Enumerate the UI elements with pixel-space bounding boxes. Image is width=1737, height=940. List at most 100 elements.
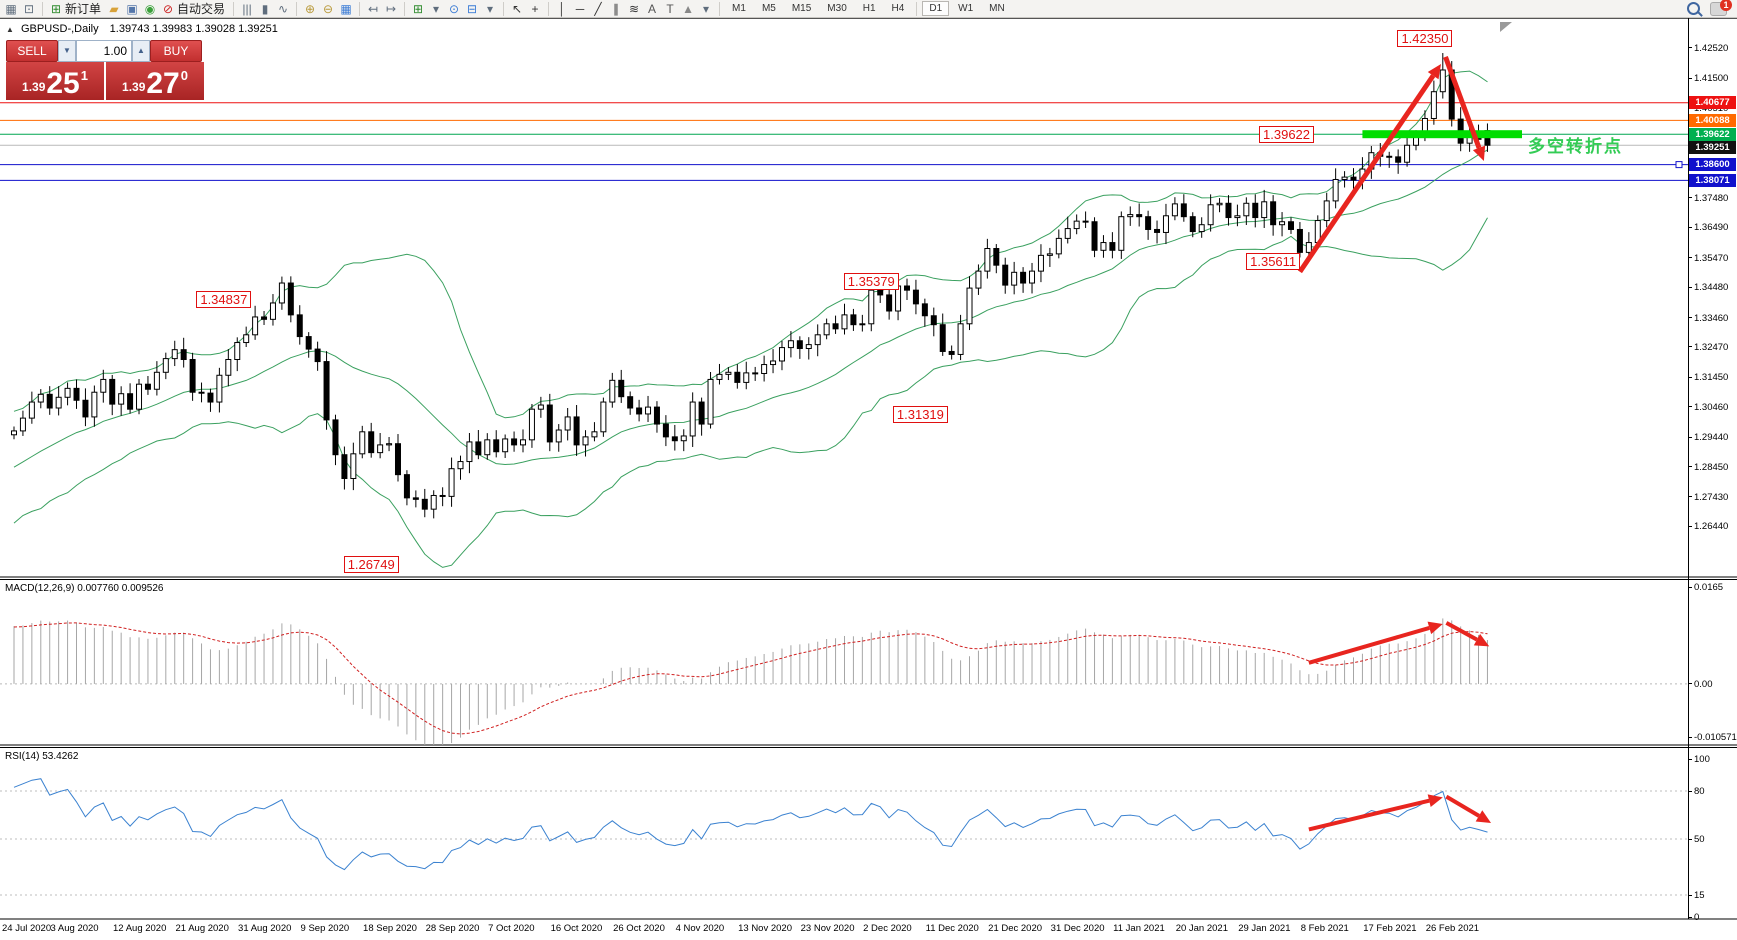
- bull-candle: [1055, 237, 1062, 255]
- sell-button[interactable]: SELL: [6, 40, 58, 62]
- bear-candle: [832, 323, 839, 330]
- bull-candle: [350, 453, 357, 480]
- price-axis-label: 1.31450: [1694, 372, 1729, 384]
- macd-axis-label: 0.0165: [1694, 582, 1724, 594]
- bull-candle: [386, 443, 393, 446]
- bull-candle: [716, 373, 723, 380]
- period-icon[interactable]: ⊙: [449, 1, 460, 16]
- bear-candle: [939, 324, 946, 352]
- trend-arrow: [1297, 74, 1436, 274]
- bar-chart-type-icon[interactable]: |||: [242, 1, 252, 16]
- price-axis-label: 1.30460: [1694, 401, 1729, 413]
- search-icon[interactable]: [1687, 2, 1700, 15]
- buy-quote[interactable]: 1.39 27 0: [106, 62, 204, 100]
- turning-point-label: 多空转折点: [1528, 137, 1623, 157]
- chart-ohlc-values: 1.39743 1.39983 1.39028 1.39251: [109, 23, 278, 35]
- chat-notification-icon[interactable]: 1: [1710, 0, 1732, 16]
- trendline-icon[interactable]: ╱: [594, 1, 602, 16]
- bull-candle: [600, 401, 607, 433]
- signals-icon[interactable]: ◉: [144, 1, 156, 16]
- line-chart-type-icon[interactable]: ∿: [278, 1, 289, 16]
- bear-candle: [1296, 228, 1303, 253]
- price-axis-tick: [1688, 466, 1692, 468]
- bull-candle: [555, 429, 562, 443]
- volume-decrease-button[interactable]: ▼: [58, 40, 76, 62]
- bull-candle: [1261, 201, 1268, 219]
- autotrading-icon[interactable]: ⊘: [162, 1, 174, 16]
- timeframe-button-m30[interactable]: M30: [827, 3, 847, 14]
- bear-candle: [207, 392, 214, 403]
- macd-label: MACD(12,26,9) 0.007760 0.009526: [5, 583, 164, 594]
- bear-candle: [904, 285, 910, 291]
- auto-scroll-icon[interactable]: ↤: [368, 1, 379, 16]
- price-level-badge: 1.40088: [1689, 113, 1736, 127]
- bull-candle: [814, 334, 821, 346]
- dropdown-caret-icon[interactable]: ▾: [703, 1, 710, 16]
- bull-candle: [457, 461, 464, 470]
- bull-candle: [1171, 203, 1178, 217]
- new-order-label[interactable]: 新订单: [65, 2, 102, 16]
- bear-candle: [627, 396, 634, 409]
- bear-candle: [127, 393, 134, 410]
- equidistant-channel-icon[interactable]: ∥: [613, 1, 620, 16]
- bull-candle: [528, 408, 535, 441]
- crosshair-icon[interactable]: +: [531, 1, 539, 16]
- text-icon[interactable]: A: [648, 1, 657, 16]
- timeframe-button-mn[interactable]: MN: [989, 3, 1005, 14]
- candlestick-type-icon[interactable]: ▮: [261, 1, 269, 16]
- zoom-in-icon[interactable]: ⊕: [305, 1, 316, 16]
- bull-candle: [823, 323, 830, 336]
- tile-windows-icon[interactable]: ▦: [340, 1, 352, 16]
- timeframe-button-m15[interactable]: M15: [791, 3, 812, 14]
- add-indicator-icon[interactable]: ⊞: [413, 1, 424, 16]
- fibonacci-icon[interactable]: ≋: [629, 1, 640, 16]
- toolbar-separator: [296, 1, 298, 16]
- cursor-icon[interactable]: ↖: [512, 1, 523, 16]
- date-axis-label: 3 Aug 2020: [50, 923, 99, 934]
- autotrading-label[interactable]: 自动交易: [177, 2, 226, 16]
- new-order-icon[interactable]: ⊞: [50, 1, 62, 16]
- chart-profile-icon[interactable]: ⊡: [23, 1, 35, 16]
- bull-candle: [1439, 69, 1446, 93]
- sell-quote[interactable]: 1.39 25 1: [6, 62, 104, 100]
- timeframe-button-h1[interactable]: H1: [862, 3, 876, 14]
- bear-candle: [618, 379, 625, 398]
- template-icon[interactable]: ⊟: [467, 1, 478, 16]
- date-axis-label: 28 Sep 2020: [425, 923, 480, 934]
- price-axis-tick: [1688, 226, 1692, 228]
- rsi-axis-tick: [1688, 790, 1692, 792]
- bear-candle: [930, 315, 937, 326]
- timeframe-button-h4[interactable]: H4: [891, 3, 905, 14]
- collapse-trade-panel-icon[interactable]: ▲: [6, 25, 14, 34]
- eraser-icon[interactable]: ▰: [109, 1, 119, 16]
- date-axis-label: 13 Nov 2020: [738, 923, 792, 934]
- bear-candle: [368, 431, 375, 454]
- bear-candle: [1154, 228, 1161, 233]
- dropdown-caret-icon[interactable]: ▾: [487, 1, 494, 16]
- arrows-tool-icon[interactable]: ▲: [682, 1, 694, 16]
- text-label-icon[interactable]: T: [666, 1, 674, 16]
- chart-list-icon[interactable]: ▦: [5, 1, 17, 16]
- volume-increase-button[interactable]: ▲: [132, 40, 150, 62]
- price-axis-label: 1.34480: [1694, 282, 1729, 294]
- bear-candle: [1091, 221, 1098, 251]
- expert-advisor-icon[interactable]: ▣: [126, 1, 138, 16]
- volume-input[interactable]: [76, 40, 132, 62]
- bull-candle: [770, 360, 777, 366]
- bull-candle: [1064, 228, 1071, 239]
- rsi-axis-label: 0: [1694, 912, 1700, 923]
- timeframe-button-m5[interactable]: M5: [761, 3, 776, 14]
- zoom-out-icon[interactable]: ⊖: [323, 1, 334, 16]
- buy-button[interactable]: BUY: [150, 40, 202, 62]
- timeframe-button-d1[interactable]: D1: [922, 1, 950, 16]
- timeframe-button-w1[interactable]: W1: [958, 3, 974, 14]
- timeframe-button-m1[interactable]: M1: [732, 3, 746, 14]
- dropdown-caret-icon[interactable]: ▾: [433, 1, 440, 16]
- bear-candle: [1189, 216, 1196, 233]
- vertical-line-icon[interactable]: │: [558, 1, 566, 16]
- horizontal-line-icon[interactable]: ─: [575, 1, 585, 16]
- chart-shift-icon[interactable]: ↦: [386, 1, 397, 16]
- bull-candle: [1243, 202, 1250, 217]
- macd-axis-tick: [1688, 683, 1692, 685]
